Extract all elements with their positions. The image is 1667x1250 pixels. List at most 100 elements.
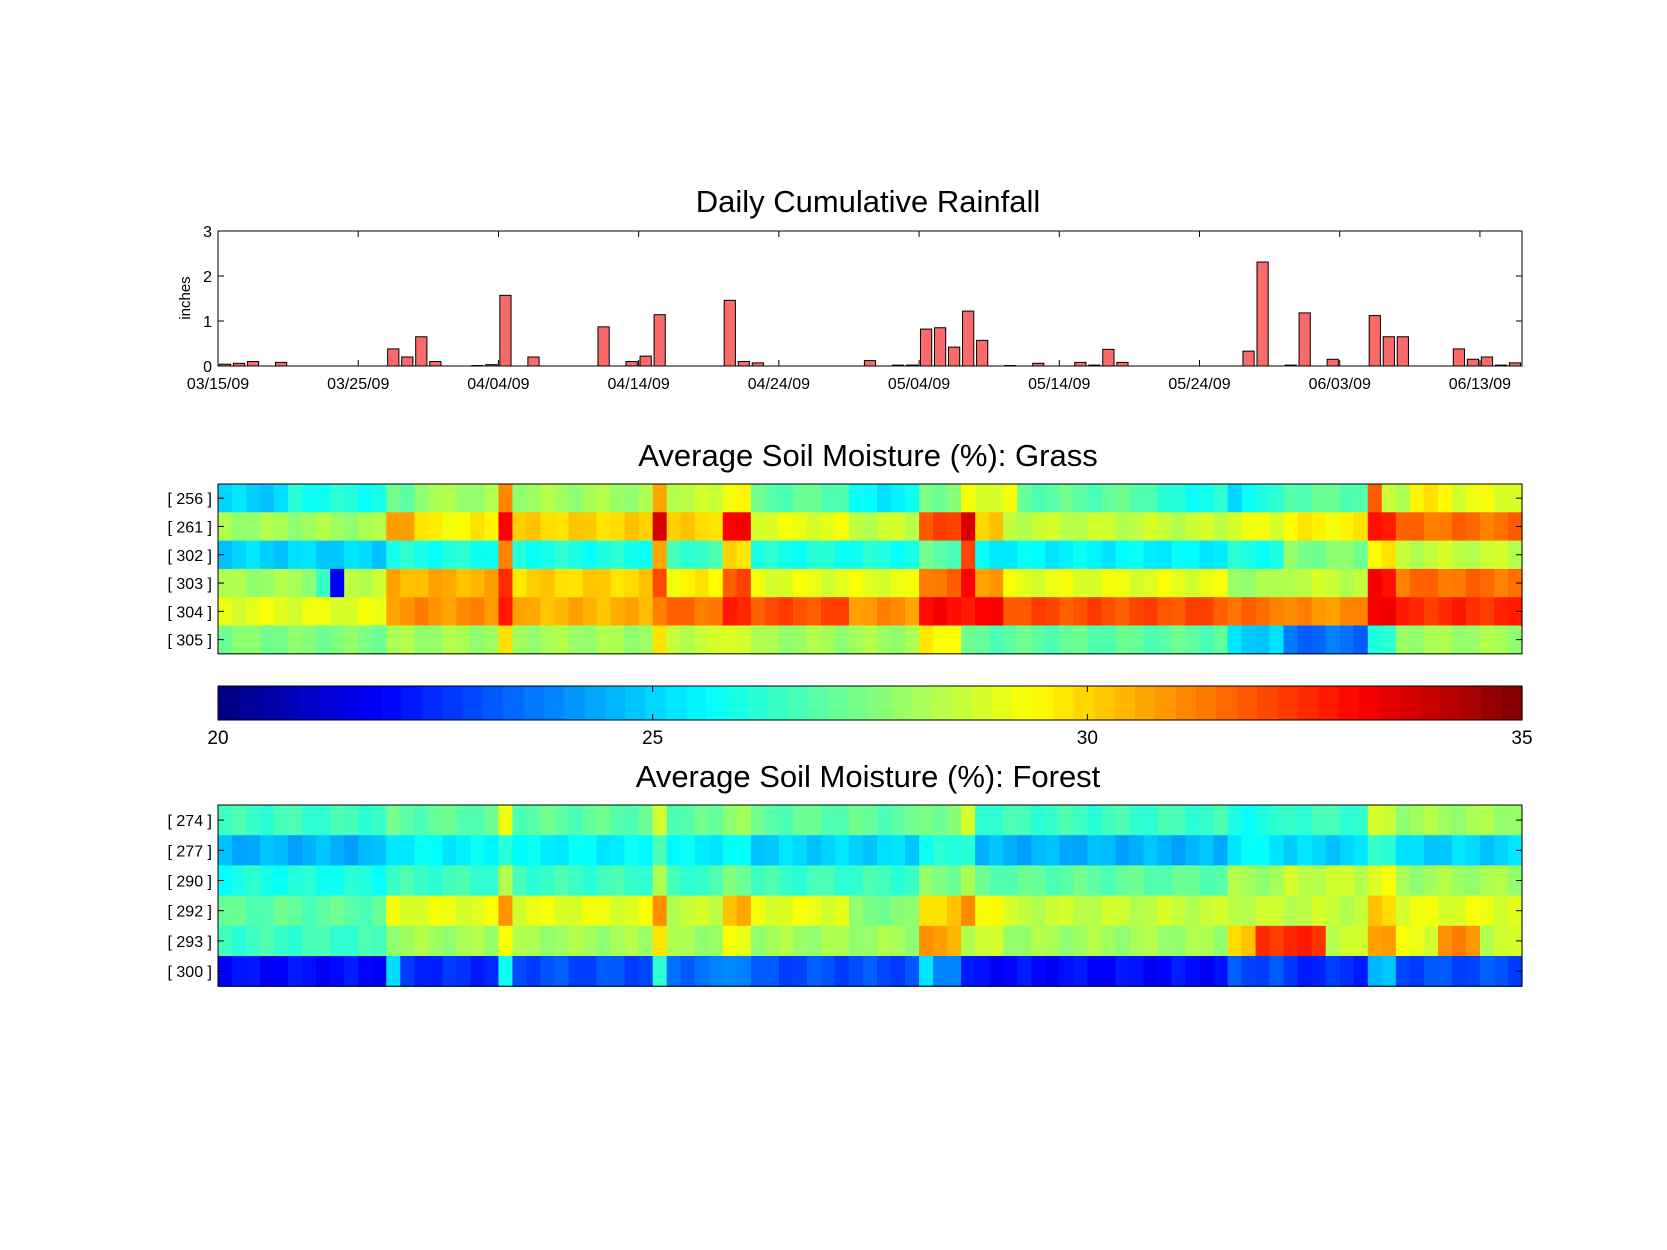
heatmap-cell <box>1185 625 1201 655</box>
heatmap-cell <box>1255 597 1271 627</box>
heatmap-cell <box>1381 865 1397 897</box>
heatmap-cell <box>344 625 359 655</box>
heatmap-cell <box>1493 512 1509 542</box>
heatmap-cell <box>372 484 387 513</box>
heatmap-cell <box>260 540 275 570</box>
heatmap-cell <box>288 484 303 513</box>
heatmap-cell <box>1199 512 1215 542</box>
heatmap-cell <box>1157 597 1173 627</box>
row-label: [ 303 ] <box>168 576 212 593</box>
heatmap-cell <box>1185 484 1201 513</box>
heatmap-cell <box>554 568 570 598</box>
heatmap-cell <box>736 597 752 627</box>
colorbar-swatch <box>1155 686 1177 720</box>
heatmap-cell <box>764 805 780 836</box>
heatmap-cell <box>568 540 584 570</box>
heatmap-cell <box>1143 512 1159 542</box>
heatmap-cell <box>1451 835 1467 866</box>
heatmap-cell <box>1213 805 1229 836</box>
heatmap-cell <box>456 597 471 627</box>
heatmap-cell <box>975 835 990 866</box>
heatmap-cell <box>1339 512 1355 542</box>
heatmap-cell <box>975 625 990 655</box>
heatmap-cell <box>1325 512 1341 542</box>
heatmap-cell <box>582 540 598 570</box>
heatmap-cell <box>288 835 303 866</box>
heatmap-cell <box>1199 484 1215 513</box>
heatmap-cell <box>512 895 528 927</box>
heatmap-cell <box>1493 805 1509 836</box>
heatmap-cell <box>1269 865 1285 897</box>
heatmap-cell <box>330 568 345 598</box>
heatmap-cell <box>316 925 331 957</box>
heatmap-cell <box>400 895 415 927</box>
heatmap-cell <box>484 895 500 927</box>
heatmap-cell <box>344 925 359 957</box>
heatmap-cell <box>1451 895 1467 927</box>
heatmap-cell <box>1017 956 1032 987</box>
heatmap-cell <box>1479 805 1495 836</box>
heatmap-cell <box>1479 956 1495 987</box>
heatmap-cell <box>848 956 864 987</box>
heatmap-cell <box>666 568 682 598</box>
heatmap-cell <box>933 568 948 598</box>
heatmap-cell <box>1269 484 1285 513</box>
heatmap-cell <box>526 568 542 598</box>
heatmap-cell <box>1087 597 1102 627</box>
heatmap-cell <box>400 597 415 627</box>
heatmap-cell <box>1507 597 1523 627</box>
colorbar-swatch <box>890 686 912 720</box>
heatmap-cell <box>989 540 1004 570</box>
heatmap-cell <box>1115 540 1130 570</box>
heatmap-cell <box>554 835 570 866</box>
heatmap-cell <box>722 805 738 836</box>
heatmap-cell <box>1297 895 1313 927</box>
heatmap-cell <box>820 568 836 598</box>
colorbar-swatch <box>544 686 565 720</box>
heatmap-cell <box>218 484 233 513</box>
heatmap-cell <box>1311 895 1327 927</box>
heatmap-cell <box>891 895 906 927</box>
heatmap-cell <box>1059 512 1074 542</box>
heatmap-cell <box>218 512 233 542</box>
heatmap-cell <box>1325 956 1341 987</box>
heatmap-cell <box>891 484 906 513</box>
heatmap-cell <box>975 895 990 927</box>
heatmap-cell <box>708 484 724 513</box>
heatmap-cell <box>582 865 598 897</box>
heatmap-cell <box>919 512 934 542</box>
heatmap-cell <box>1045 540 1060 570</box>
heatmap-cell <box>919 956 934 987</box>
heatmap-cell <box>1395 568 1411 598</box>
heatmap-cell <box>1283 625 1299 655</box>
heatmap-cell <box>708 540 724 570</box>
heatmap-cell <box>1045 835 1060 866</box>
heatmap-cell <box>1269 956 1285 987</box>
heatmap-cell <box>246 805 261 836</box>
heatmap-cell <box>919 540 934 570</box>
heatmap-cell <box>1255 956 1271 987</box>
heatmap-cell <box>372 865 387 897</box>
heatmap-cell <box>905 805 920 836</box>
heatmap-cell <box>1283 925 1299 957</box>
heatmap-cell <box>1465 865 1481 897</box>
heatmap-cell <box>1185 540 1201 570</box>
heatmap-cell <box>232 835 247 866</box>
heatmap-cell <box>232 956 247 987</box>
heatmap-cell <box>540 925 556 957</box>
heatmap-cell <box>372 512 387 542</box>
heatmap-cell <box>1031 805 1046 836</box>
heatmap-cell <box>1241 625 1257 655</box>
heatmap-cell <box>820 956 836 987</box>
heatmap-cell <box>246 625 261 655</box>
heatmap-cell <box>1493 540 1509 570</box>
heatmap-cell <box>1479 568 1495 598</box>
heatmap-cell <box>1157 865 1173 897</box>
heatmap-cell <box>414 568 429 598</box>
heatmap-cell <box>1311 568 1327 598</box>
heatmap-cell <box>218 835 233 866</box>
rainfall-plot-frame <box>217 230 1523 367</box>
heatmap-cell <box>1353 925 1369 957</box>
rain-bar <box>1256 261 1269 367</box>
